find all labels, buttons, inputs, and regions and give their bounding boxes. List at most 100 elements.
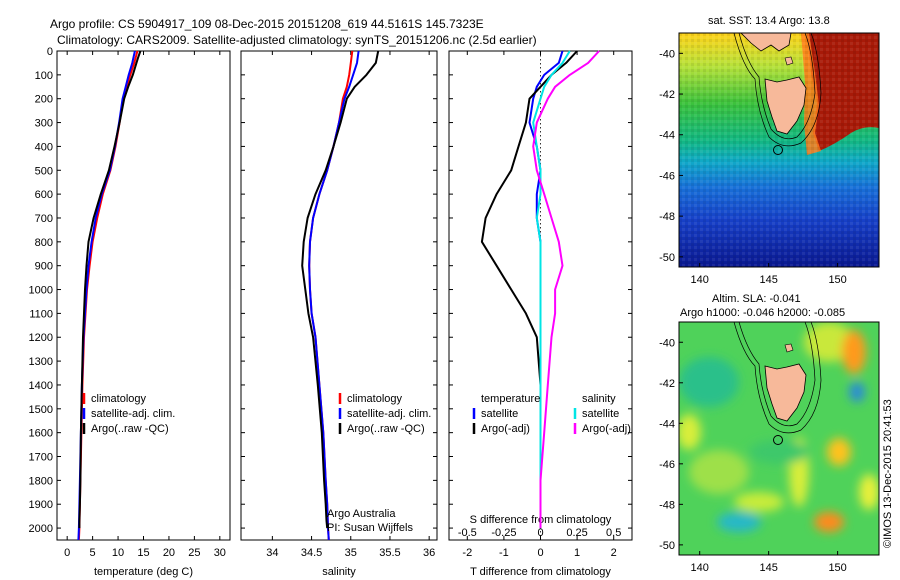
sst-noise (679, 33, 879, 267)
series-line-satellite-adj-clim--1 (77, 50, 136, 541)
y-tick-label: 1000 (29, 285, 53, 297)
map-y-tick-label: -48 (659, 211, 675, 223)
legend-label-satellite: satellite-adj. clim. (347, 408, 431, 420)
x-tick-label: 5 (90, 547, 96, 559)
legend-label-argo: Argo(..raw -QC) (347, 423, 425, 435)
x-tick-label: 36 (423, 547, 435, 559)
sst-land-small-island (784, 56, 794, 66)
legend-label-satellite: satellite-adj. clim. (91, 408, 175, 420)
x-tick-label: 35.5 (379, 547, 400, 559)
y-tick-label: 1500 (29, 404, 53, 416)
legend-title-salinity: salinity (582, 393, 616, 405)
header-line-2: Climatology: CARS2009. Satellite-adjuste… (57, 33, 537, 47)
y-tick-label: 1800 (29, 475, 53, 487)
plot-frame (240, 50, 438, 541)
temperature-legend: climatology satellite-adj. clim. Argo(..… (82, 393, 175, 435)
difference-panel: -2 -1 0 1 2-0.5 -0.25 0 0.25 0.5S difference fro… (448, 50, 633, 578)
sla-map (678, 321, 880, 556)
y-tick-label: 800 (35, 237, 53, 249)
series-line-climatology-0 (77, 50, 139, 541)
salinity-legend: climatology satellite-adj. clim. Argo(..… (338, 393, 431, 435)
legend-label-t-satellite: satellite (481, 408, 518, 420)
y-tick-label: 500 (35, 165, 53, 177)
x2-tick-label: -0.5 (458, 527, 477, 539)
x2-tick-label: 0.25 (566, 527, 587, 539)
y-tick-label: 0 (47, 46, 53, 58)
sla-map-subtitle: Argo h1000: -0.046 h2000: -0.085 (680, 307, 845, 319)
map-y-tick-label: -40 (659, 48, 675, 60)
temperature-panel: 0 5 10 15 20 25 300100200300400500600700800900… (29, 46, 231, 578)
y-tick-label: 1700 (29, 452, 53, 464)
map-x-tick-label: 145 (759, 274, 777, 286)
legend-title-temperature: temperature (481, 393, 540, 405)
x2-tick-label: -0.25 (491, 527, 516, 539)
sla-argo-marker (773, 435, 783, 445)
map-x-tick-label: 140 (691, 562, 709, 574)
y-tick-label: 2000 (29, 523, 53, 535)
y-tick-label: 1100 (29, 308, 53, 320)
x-axis-label: salinity (322, 566, 356, 578)
map-x-tick-label: 150 (828, 562, 846, 574)
legend-label-s-argo: Argo(-adj) (582, 423, 631, 435)
map-x-tick-label: 150 (828, 274, 846, 286)
legend-label-s-satellite: satellite (582, 408, 619, 420)
header-line-1: Argo profile: CS 5904917_109 08-Dec-2015… (50, 17, 484, 31)
y-tick-label: 1400 (29, 380, 53, 392)
map-y-tick-label: -44 (659, 130, 675, 142)
x-tick-label: 30 (214, 547, 226, 559)
x-tick-label: 15 (137, 547, 149, 559)
series-line-satellite-adj-clim--1 (308, 50, 360, 541)
y-tick-label: 1200 (29, 332, 53, 344)
x-tick-label: 34.5 (301, 547, 322, 559)
sla-land-small-island (784, 343, 794, 353)
x-tick-label: -2 (462, 547, 472, 559)
map-y-tick-label: -46 (659, 459, 675, 471)
map-x-tick-label: 140 (691, 274, 709, 286)
sla-map-frame (678, 321, 880, 556)
map-y-tick-label: -46 (659, 170, 675, 182)
x-tick-label: 35 (345, 547, 357, 559)
sst-map-frame (678, 32, 880, 268)
y-tick-label: 200 (35, 94, 53, 106)
x2-tick-label: 0.5 (606, 527, 621, 539)
x-axis-label: temperature (deg C) (94, 566, 193, 578)
legend-label-climatology: climatology (91, 393, 147, 405)
sst-map-title: sat. SST: 13.4 Argo: 13.8 (708, 15, 830, 27)
x-tick-label: 10 (112, 547, 124, 559)
sst-map (678, 32, 880, 268)
sst-contour-2000 (733, 33, 822, 147)
series-line-satellite-2 (532, 50, 571, 529)
map-axes: 140 145 150 -40 -42 -44 -46 -48 -50 140 145 150 -40 -… (659, 48, 847, 574)
sst-argo-marker (773, 145, 783, 155)
x-tick-label: 1 (574, 547, 580, 559)
sla-contour-1000 (738, 322, 816, 427)
x-tick-label: 0 (64, 547, 70, 559)
y-tick-label: 700 (35, 213, 53, 225)
sla-land-island (764, 363, 807, 422)
y-tick-label: 1600 (29, 428, 53, 440)
x-tick-label: 2 (611, 547, 617, 559)
series-line-climatology-0 (308, 50, 354, 541)
series-line-argo-adj--3 (532, 50, 600, 529)
x-tick-label: 0 (537, 547, 543, 559)
series-line-satellite-0 (528, 50, 564, 529)
x-axis-label: T difference from climatology (470, 566, 611, 578)
argo-australia-label: Argo Australia (327, 508, 396, 520)
difference-legend: temperature salinity satellite Argo(-adj… (472, 393, 631, 435)
map-y-tick-label: -42 (659, 378, 675, 390)
sst-land-mainland (740, 33, 792, 52)
sla-contour-2000 (733, 322, 822, 434)
salinity-panel: 34 34.5 35 35.5 36 salinity (240, 50, 438, 578)
sla-blobs (679, 322, 879, 532)
map-y-tick-label: -50 (659, 252, 675, 264)
map-y-tick-label: -48 (659, 499, 675, 511)
y-tick-label: 300 (35, 118, 53, 130)
y-tick-label: 100 (35, 70, 53, 82)
y-tick-label: 1300 (29, 356, 53, 368)
sst-land-island (764, 76, 807, 135)
sla-map-title: Altim. SLA: -0.041 (712, 293, 801, 305)
legend-label-climatology: climatology (347, 393, 403, 405)
map-y-tick-label: -50 (659, 540, 675, 552)
x2-tick-label: 0 (537, 527, 543, 539)
